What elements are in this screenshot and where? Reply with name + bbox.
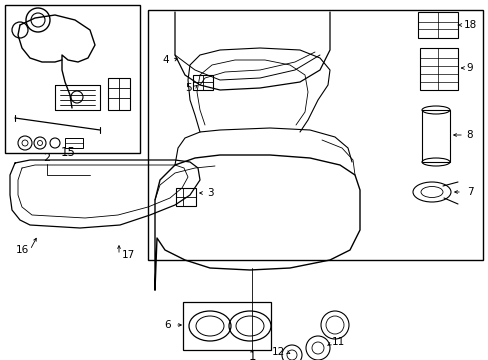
Bar: [108, 78, 130, 110]
Bar: [193, 75, 213, 90]
Bar: [5, 5, 140, 153]
Bar: [417, 12, 457, 38]
Text: 18: 18: [463, 20, 476, 30]
Text: 1: 1: [248, 351, 255, 360]
Bar: [421, 110, 449, 162]
Bar: [65, 138, 83, 148]
Text: 2: 2: [43, 153, 50, 163]
Text: 12: 12: [271, 347, 284, 357]
Bar: [419, 48, 457, 90]
Text: 8: 8: [466, 130, 472, 140]
Bar: [148, 10, 482, 260]
Text: 6: 6: [164, 320, 171, 330]
Bar: [183, 302, 270, 350]
Text: 11: 11: [331, 337, 344, 347]
Text: 3: 3: [206, 188, 213, 198]
Bar: [176, 188, 196, 206]
Text: 16: 16: [15, 245, 29, 255]
Text: 17: 17: [121, 250, 134, 260]
Text: 15: 15: [61, 145, 75, 158]
Text: 5: 5: [184, 83, 191, 93]
Text: 7: 7: [466, 187, 472, 197]
Text: 4: 4: [163, 55, 169, 65]
Text: 9: 9: [466, 63, 472, 73]
